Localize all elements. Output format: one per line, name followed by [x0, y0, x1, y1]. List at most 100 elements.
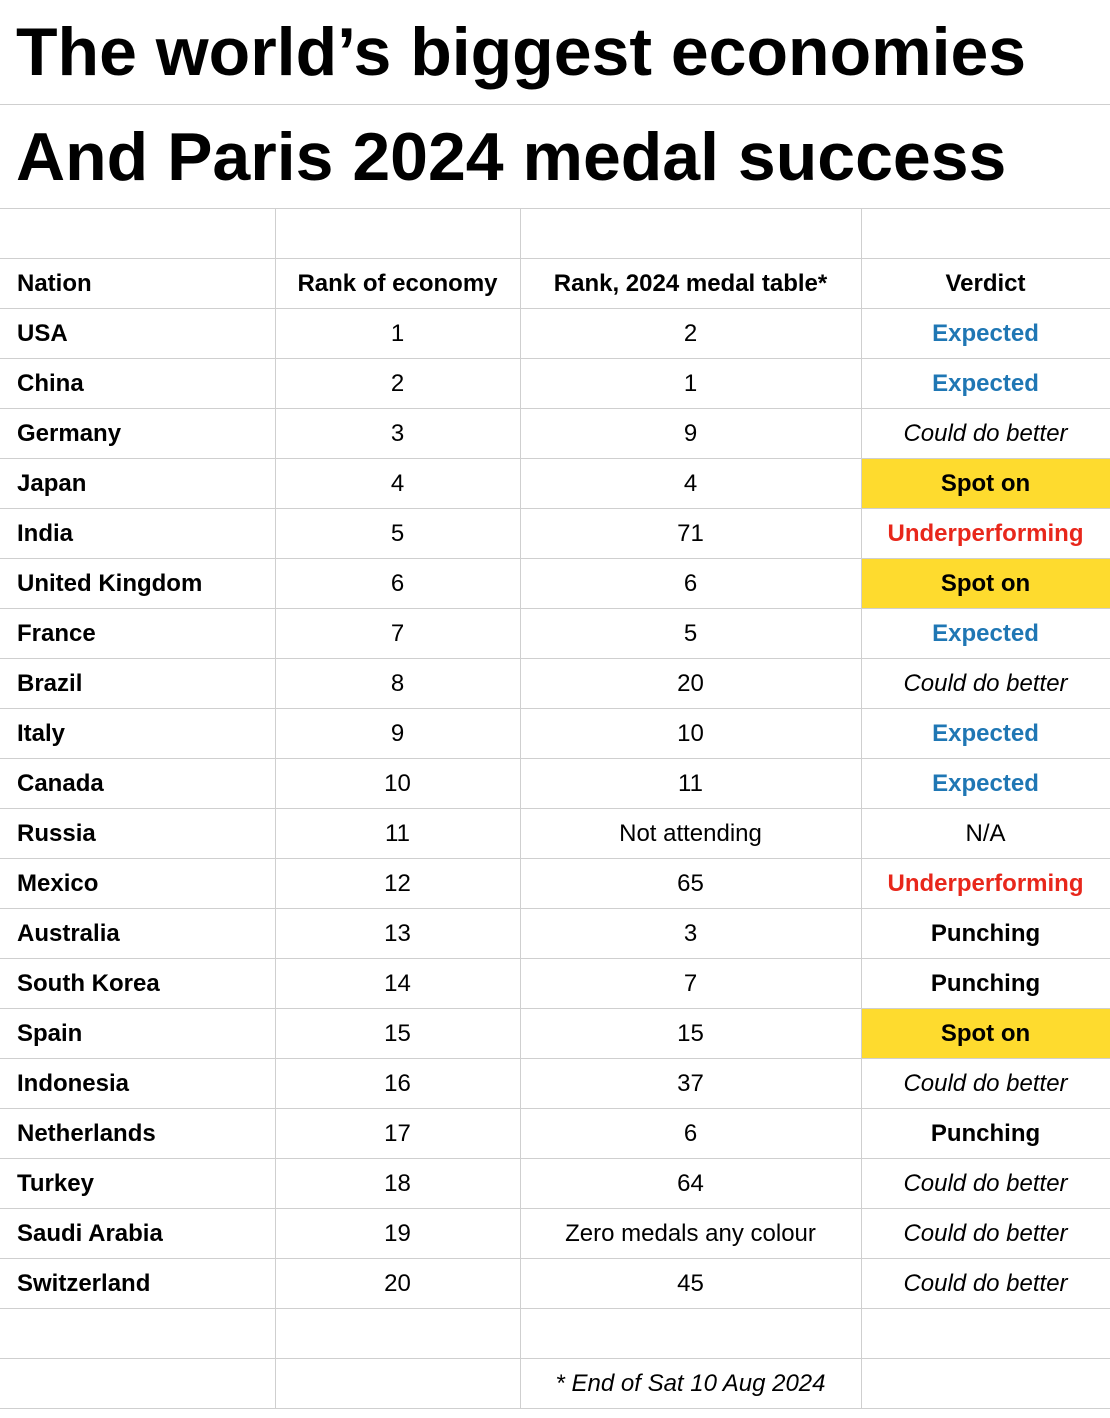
nation-cell: Turkey — [0, 1158, 276, 1209]
medal-rank-cell: 1 — [519, 358, 862, 409]
table-row: Russia 11 Not attending N/A — [0, 808, 1110, 859]
medal-rank-cell: 3 — [519, 908, 862, 959]
header-nation: Nation — [0, 258, 276, 309]
verdict-cell: Expected — [860, 308, 1110, 359]
medal-rank-cell: 37 — [519, 1058, 862, 1109]
table-row: Mexico 12 65 Underperforming — [0, 858, 1110, 909]
verdict-cell: Could do better — [860, 1208, 1110, 1259]
verdict-cell: Could do better — [860, 1158, 1110, 1209]
table-row: South Korea 14 7 Punching — [0, 958, 1110, 1009]
nation-cell: Spain — [0, 1008, 276, 1059]
medal-rank-cell: Not attending — [519, 808, 862, 859]
medal-rank-cell: 6 — [519, 1108, 862, 1159]
table-row: Brazil 8 20 Could do better — [0, 658, 1110, 709]
medal-rank-cell: 64 — [519, 1158, 862, 1209]
verdict-cell: Could do better — [860, 408, 1110, 459]
header-medal-rank: Rank, 2024 medal table* — [519, 258, 862, 309]
nation-cell: Brazil — [0, 658, 276, 709]
header-verdict: Verdict — [860, 258, 1110, 309]
economy-rank-cell: 6 — [274, 558, 521, 609]
economy-rank-cell: 5 — [274, 508, 521, 559]
medal-rank-cell: 65 — [519, 858, 862, 909]
verdict-cell: Expected — [860, 358, 1110, 409]
cell — [274, 1358, 521, 1409]
table-row: Australia 13 3 Punching — [0, 908, 1110, 959]
verdict-cell: Punching — [860, 958, 1110, 1009]
verdict-cell: Expected — [860, 758, 1110, 809]
medal-rank-cell: 71 — [519, 508, 862, 559]
title-line-1: The world’s biggest economies — [16, 14, 1027, 90]
blank-row — [0, 1308, 1110, 1359]
nation-cell: France — [0, 608, 276, 659]
medal-rank-cell: 5 — [519, 608, 862, 659]
title-line-2: And Paris 2024 medal success — [16, 118, 1007, 195]
nation-cell: Italy — [0, 708, 276, 759]
table-row: France 7 5 Expected — [0, 608, 1110, 659]
medal-rank-cell: 2 — [519, 308, 862, 359]
medal-rank-cell: 7 — [519, 958, 862, 1009]
table-row: Indonesia 16 37 Could do better — [0, 1058, 1110, 1109]
medal-rank-cell: 10 — [519, 708, 862, 759]
medal-rank-cell: 11 — [519, 758, 862, 809]
cell — [519, 209, 862, 259]
economy-rank-cell: 14 — [274, 958, 521, 1009]
economy-rank-cell: 11 — [274, 808, 521, 859]
nation-cell: USA — [0, 308, 276, 359]
medal-rank-cell: Zero medals any colour — [519, 1208, 862, 1259]
header-row: Nation Rank of economy Rank, 2024 medal … — [0, 258, 1110, 309]
table-row: Spain 15 15 Spot on — [0, 1008, 1110, 1059]
economy-rank-cell: 8 — [274, 658, 521, 709]
table-row: USA 1 2 Expected — [0, 308, 1110, 359]
footnote-row: * End of Sat 10 Aug 2024 — [0, 1358, 1110, 1409]
economy-rank-cell: 16 — [274, 1058, 521, 1109]
verdict-cell: Expected — [860, 708, 1110, 759]
cell — [274, 1308, 521, 1359]
economy-rank-cell: 19 — [274, 1208, 521, 1259]
cell — [860, 1358, 1110, 1409]
footnote: * End of Sat 10 Aug 2024 — [519, 1358, 862, 1409]
verdict-cell: Underperforming — [860, 858, 1110, 909]
economy-rank-cell: 13 — [274, 908, 521, 959]
medal-rank-cell: 20 — [519, 658, 862, 709]
header-economy-rank: Rank of economy — [274, 258, 521, 309]
cell — [0, 209, 276, 259]
medal-rank-cell: 45 — [519, 1258, 862, 1309]
verdict-cell: Could do better — [860, 658, 1110, 709]
medal-rank-cell: 6 — [519, 558, 862, 609]
nation-cell: Indonesia — [0, 1058, 276, 1109]
economy-rank-cell: 9 — [274, 708, 521, 759]
nation-cell: Germany — [0, 408, 276, 459]
cell — [860, 1308, 1110, 1359]
cell — [0, 1358, 276, 1409]
economy-rank-cell: 2 — [274, 358, 521, 409]
medal-rank-cell: 9 — [519, 408, 862, 459]
medal-rank-cell: 4 — [519, 458, 862, 509]
verdict-cell: Punching — [860, 908, 1110, 959]
economy-rank-cell: 12 — [274, 858, 521, 909]
table-row: Germany 3 9 Could do better — [0, 408, 1110, 459]
cell — [860, 209, 1110, 259]
cell — [519, 1308, 862, 1359]
table-row: Canada 10 11 Expected — [0, 758, 1110, 809]
table-row: United Kingdom 6 6 Spot on — [0, 558, 1110, 609]
title-row-2: And Paris 2024 medal success — [0, 105, 1110, 209]
table-row: Turkey 18 64 Could do better — [0, 1158, 1110, 1209]
blank-row — [0, 209, 1110, 259]
nation-cell: China — [0, 358, 276, 409]
economy-rank-cell: 7 — [274, 608, 521, 659]
table-row: Japan 4 4 Spot on — [0, 458, 1110, 509]
economy-rank-cell: 4 — [274, 458, 521, 509]
economy-rank-cell: 1 — [274, 308, 521, 359]
verdict-cell: Could do better — [860, 1258, 1110, 1309]
verdict-cell: Spot on — [860, 458, 1110, 509]
table-row: China 2 1 Expected — [0, 358, 1110, 409]
verdict-cell: Expected — [860, 608, 1110, 659]
title-row-1: The world’s biggest economies — [0, 0, 1110, 105]
table-row: India 5 71 Underperforming — [0, 508, 1110, 559]
medal-rank-cell: 15 — [519, 1008, 862, 1059]
economy-rank-cell: 20 — [274, 1258, 521, 1309]
verdict-cell: Spot on — [860, 1008, 1110, 1059]
economy-rank-cell: 15 — [274, 1008, 521, 1059]
table-row: Italy 9 10 Expected — [0, 708, 1110, 759]
